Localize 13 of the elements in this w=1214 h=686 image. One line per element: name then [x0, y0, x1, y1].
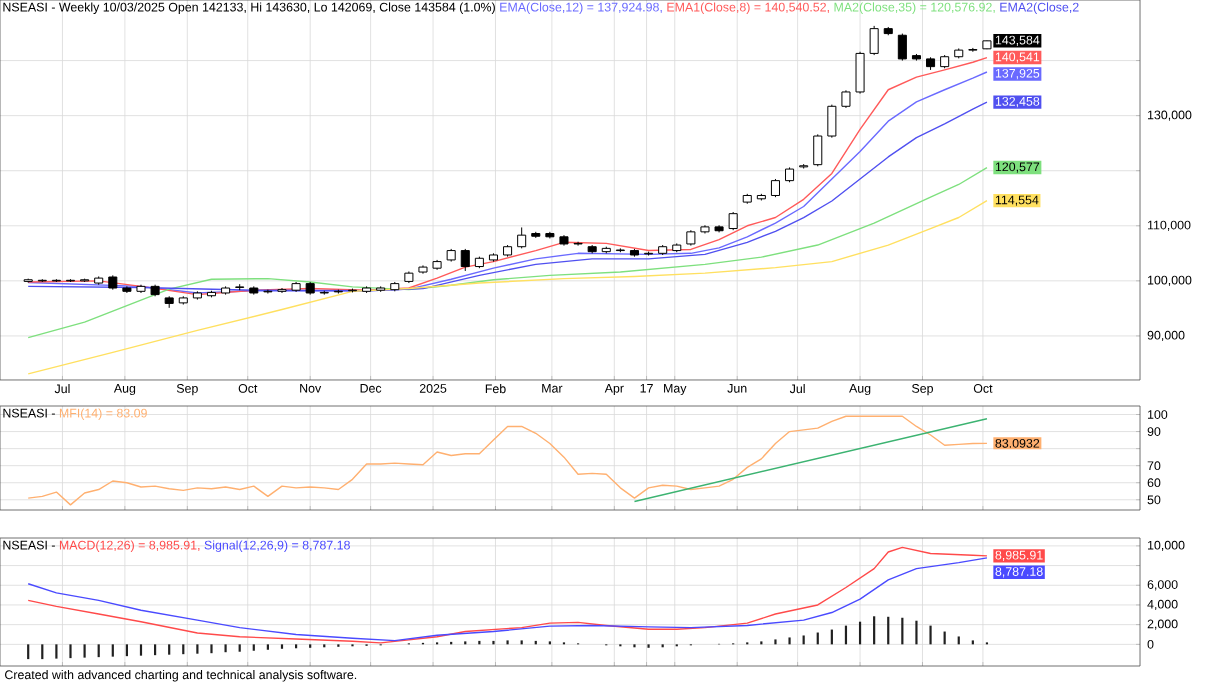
line-series	[27, 200, 988, 375]
candlestick	[827, 104, 837, 139]
candlestick	[460, 248, 470, 272]
candlestick	[897, 33, 907, 62]
candlestick	[573, 241, 583, 247]
candlestick	[855, 51, 865, 95]
candlestick	[813, 133, 823, 167]
candlestick	[517, 226, 527, 249]
candlestick	[263, 289, 273, 295]
candlestick	[728, 211, 738, 231]
candlestick	[770, 178, 780, 198]
candlestick	[869, 25, 879, 56]
line-series	[27, 166, 988, 339]
